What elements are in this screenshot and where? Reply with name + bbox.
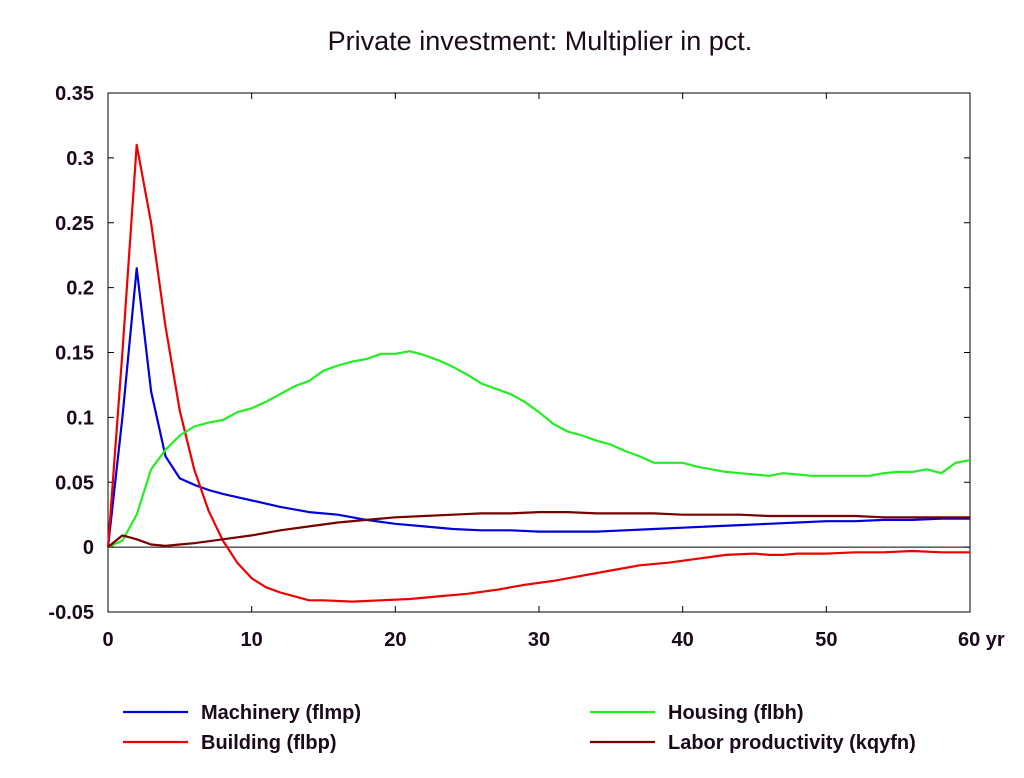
y-tick-label: -0.05 [48, 602, 94, 624]
legend-label: Building (flbp) [201, 732, 337, 754]
x-tick-label: 30 [528, 629, 550, 651]
y-tick-label: 0.1 [66, 407, 94, 429]
y-tick-label: 0.2 [66, 278, 94, 300]
x-tick-label: 10 [241, 629, 263, 651]
legend-label: Housing (flbh) [668, 702, 804, 724]
series-line-1 [106, 143, 970, 603]
legend: Machinery (flmp) Building (flbp) Housing (… [123, 702, 916, 754]
axis-ticks: -0.05 0 0.05 0.1 0.15 0.2 0.25 0.3 0.35 0 10 20 30 40… [48, 83, 1005, 651]
legend-label: Machinery (flmp) [201, 702, 361, 724]
y-tick-label: 0.05 [55, 472, 94, 494]
x-tick-label: 0 [102, 629, 113, 651]
series-line-3 [107, 510, 970, 548]
series-line-0 [106, 267, 970, 548]
plot-frame [107, 92, 971, 613]
x-tick-label: 50 [815, 629, 837, 651]
legend-label: Labor productivity (kqyfn) [668, 732, 916, 754]
y-tick-label: 0 [83, 537, 94, 559]
x-tick-label: 20 [384, 629, 406, 651]
y-tick-label: 0.35 [55, 83, 94, 105]
y-tick-label: 0.25 [55, 213, 94, 235]
series-lines [106, 143, 971, 603]
x-axis-unit: yr [980, 629, 1005, 651]
y-tick-label: 0.3 [66, 148, 94, 170]
chart-title: Private investment: Multiplier in pct. [328, 26, 753, 56]
series-line-2 [107, 350, 971, 549]
x-tick-label: 40 [672, 629, 694, 651]
x-tick-label: 60 yr [958, 629, 1005, 651]
y-tick-label: 0.15 [55, 343, 94, 365]
